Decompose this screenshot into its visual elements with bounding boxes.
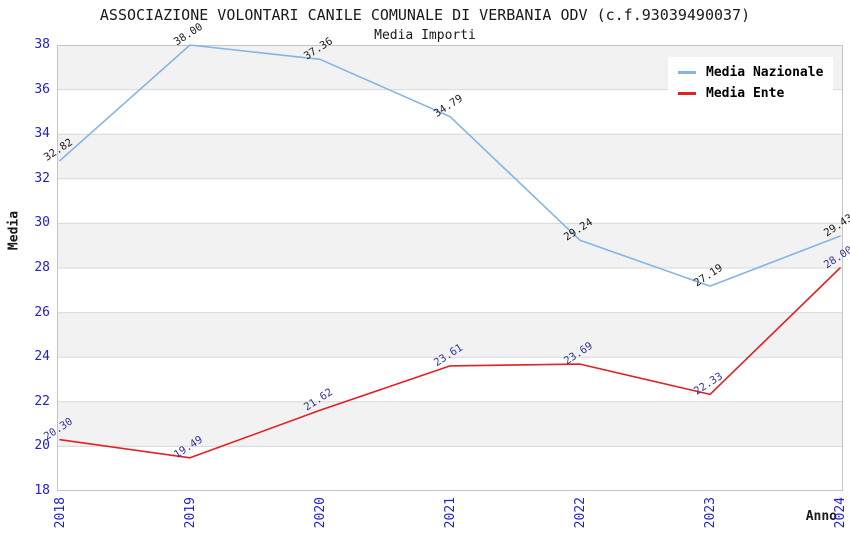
- y-tick-label: 30: [34, 215, 50, 231]
- plot-band: [57, 178, 843, 224]
- plot-band: [57, 134, 843, 179]
- y-tick-label: 22: [34, 393, 50, 409]
- y-tick-label: 32: [34, 170, 50, 186]
- x-tick-label: 2020: [313, 497, 328, 529]
- plot-band: [57, 268, 843, 313]
- series-line-media-ente: [59, 267, 841, 459]
- y-tick-label: 36: [34, 81, 50, 97]
- y-axis-title: Media: [6, 210, 22, 251]
- legend-item: Media Nazionale: [678, 62, 823, 83]
- chart-subtitle: Media Importi: [374, 28, 476, 43]
- legend-swatch-icon: [678, 71, 696, 74]
- plot-band: [57, 401, 843, 447]
- plot-band: [57, 357, 843, 402]
- y-tick-label: 26: [34, 304, 50, 320]
- series-line-media-nazionale: [59, 44, 841, 287]
- plot-band: [57, 223, 843, 268]
- y-tick-label: 38: [34, 37, 50, 52]
- legend-item: Media Ente: [678, 83, 823, 104]
- y-tick-label: 18: [34, 483, 50, 498]
- x-tick-label: 2024: [833, 497, 848, 529]
- plot-border: [57, 45, 843, 491]
- legend-label: Media Ente: [706, 86, 785, 101]
- chart-title: ASSOCIAZIONE VOLONTARI CANILE COMUNALE D…: [99, 6, 751, 24]
- plot-band: [57, 446, 843, 491]
- line-chart: 32.8238.0037.3634.7929.2427.1929.4320.30…: [42, 21, 850, 491]
- x-axis-title: Anno: [805, 509, 837, 524]
- plot-band: [57, 312, 843, 358]
- legend: Media Nazionale Media Ente: [668, 57, 834, 109]
- y-tick-label: 24: [34, 349, 50, 365]
- y-tick-label: 34: [34, 126, 50, 142]
- x-tick-label: 2021: [443, 497, 458, 529]
- x-tick-label: 2023: [703, 497, 718, 529]
- plot-area: 32.82 38.00 37.36 34.79 29.24 27.19 29.43 20.30…: [42, 21, 850, 491]
- x-tick-label: 2022: [573, 497, 588, 529]
- legend-swatch-icon: [678, 92, 696, 95]
- y-tick-label: 28: [34, 260, 50, 275]
- x-tick-label: 2018: [53, 497, 68, 529]
- legend-label: Media Nazionale: [706, 65, 824, 80]
- x-tick-label: 2019: [183, 497, 198, 529]
- y-tick-label: 20: [34, 438, 50, 454]
